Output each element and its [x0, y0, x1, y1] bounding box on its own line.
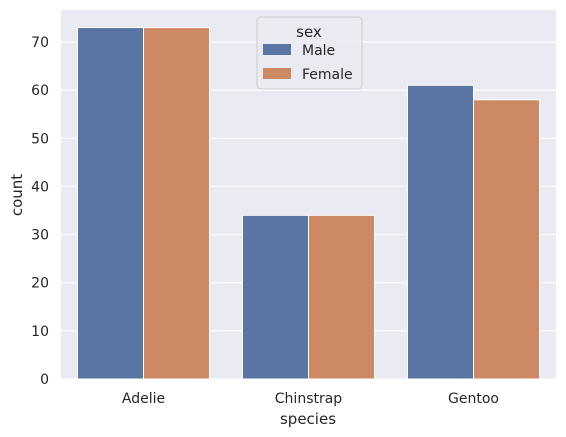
- legend-title: sex: [296, 23, 322, 41]
- x-tick-label: Gentoo: [448, 391, 499, 407]
- legend-swatch-male: [263, 44, 291, 55]
- x-tick-label: Adelie: [122, 391, 165, 407]
- y-tick-label: 40: [31, 179, 49, 195]
- bar-chinstrap-male: [242, 214, 309, 380]
- y-tick-labels: 0 10 20 30 40 50 60 70: [31, 35, 49, 388]
- bar-adelie-male: [77, 27, 144, 380]
- y-tick-label: 60: [31, 83, 49, 99]
- bars: [77, 27, 540, 380]
- x-tick-labels: Adelie Chinstrap Gentoo: [122, 391, 499, 407]
- x-axis-label: species: [280, 410, 336, 428]
- y-axis-label: count: [8, 174, 26, 216]
- y-tick-label: 0: [40, 372, 49, 388]
- bar-adelie-female: [143, 27, 210, 380]
- legend-swatch-female: [263, 68, 291, 79]
- y-tick-label: 70: [31, 35, 49, 51]
- legend-label-female: Female: [302, 67, 353, 83]
- y-tick-label: 30: [31, 228, 49, 244]
- legend-label-male: Male: [302, 43, 335, 59]
- x-tick-label: Chinstrap: [275, 391, 343, 407]
- legend: sex Male Female: [256, 16, 363, 90]
- bar-gentoo-female: [473, 99, 540, 380]
- bar-gentoo-male: [407, 84, 474, 380]
- bar-chinstrap-female: [308, 214, 375, 380]
- y-tick-label: 20: [31, 276, 49, 292]
- y-tick-label: 10: [31, 324, 49, 340]
- y-tick-label: 50: [31, 131, 49, 147]
